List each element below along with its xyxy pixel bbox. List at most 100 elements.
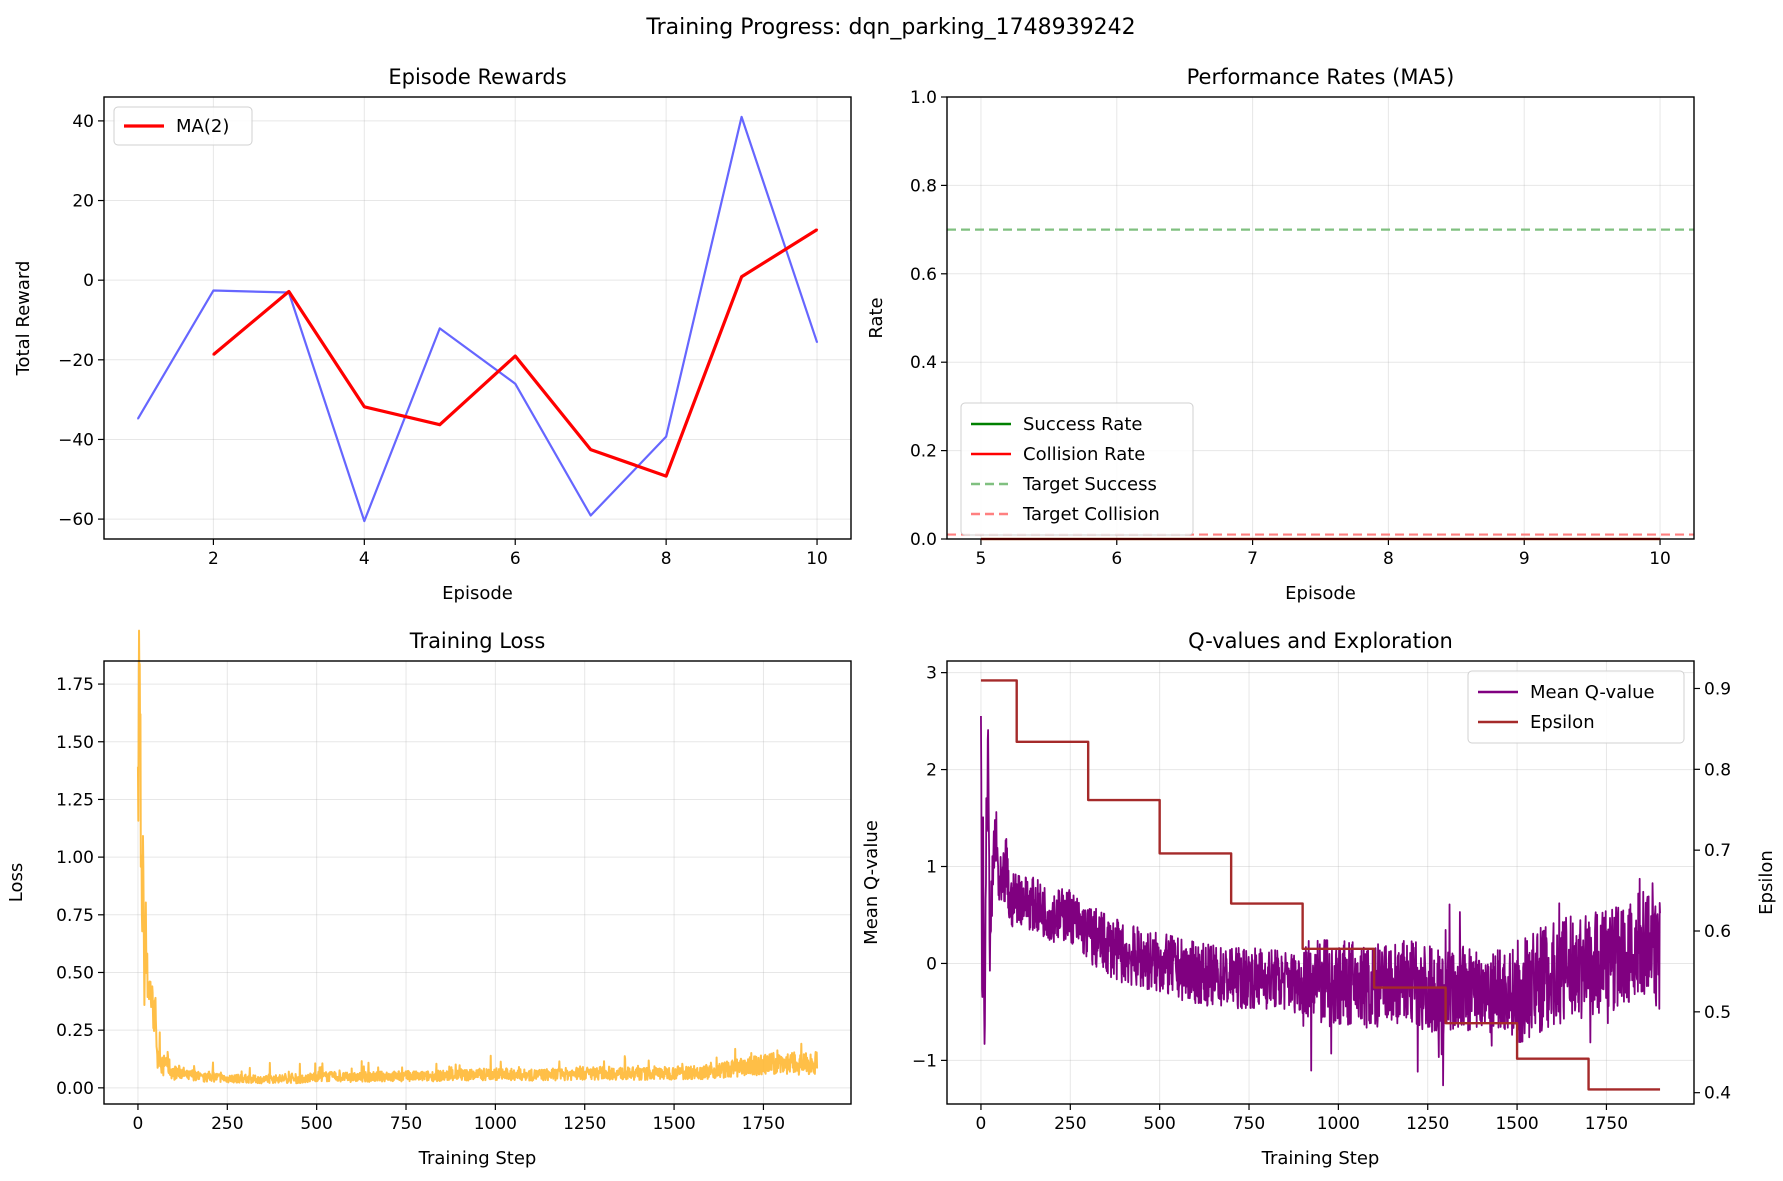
x-tick-label: 1500 <box>652 1114 695 1134</box>
panel-q-values: 0 250 500 750 1000 1250 1500 1750 −1 0 1 2 3 Q-values… <box>861 629 1777 1169</box>
panel-title: Performance Rates (MA5) <box>1187 65 1455 89</box>
figure-title: Training Progress: dqn_parking_174893924… <box>645 15 1135 40</box>
reward-point <box>363 520 366 522</box>
y-tick-label: 0.75 <box>56 906 94 926</box>
x-tick-label: 10 <box>806 549 828 569</box>
y-tick-label: −20 <box>58 351 94 371</box>
legend-label: Epsilon <box>1530 712 1595 733</box>
panel-episode-rewards: 2 4 6 8 10 −60 −40 −20 0 20 40 Episode Rewards Episo… <box>13 65 852 604</box>
x-tick-label: 1250 <box>1406 1114 1449 1134</box>
y2-tick-label: 0.7 <box>1704 841 1731 861</box>
x-tick-label: 1500 <box>1495 1114 1538 1134</box>
moving-average-point <box>287 290 290 293</box>
y-tick-label: −40 <box>58 430 94 450</box>
y-tick-label: 2 <box>926 761 937 781</box>
reward-point <box>589 514 592 517</box>
x-tick-label: 8 <box>1383 549 1394 569</box>
y-tick-label: 1.50 <box>56 733 94 753</box>
panel-training-loss: 0 250 500 750 1000 1250 1500 1750 0.00 0.25 0.50 0.… <box>6 629 852 1169</box>
panel-performance-rates: 5 6 7 8 9 10 0.0 0.2 0.4 0.6 0.8 1.0 Performance Rat… <box>866 65 1695 604</box>
reward-line <box>137 115 819 523</box>
reward-point <box>740 116 743 118</box>
moving-average-point <box>665 475 668 478</box>
panel-title: Episode Rewards <box>388 65 566 89</box>
reward-point <box>514 382 517 385</box>
y-tick-label: 20 <box>72 192 94 212</box>
moving-average-point <box>589 448 592 451</box>
y-tick-label: 0.4 <box>910 353 937 373</box>
x-tick-label: 9 <box>1519 549 1530 569</box>
y-axis-label: Total Reward <box>13 261 34 377</box>
y-tick-label: 1.0 <box>910 88 937 108</box>
x-tick-label: 2 <box>208 549 219 569</box>
y-tick-label: 3 <box>926 664 937 684</box>
mean-q-value-line <box>980 715 1661 1087</box>
plot-frame <box>946 660 1695 1105</box>
legend-label: MA(2) <box>176 116 229 137</box>
x-tick-label: 500 <box>300 1114 332 1134</box>
y-tick-label: 0.6 <box>910 265 937 285</box>
x-tick-label: 8 <box>661 549 672 569</box>
y-tick-label: 1.75 <box>56 675 94 695</box>
legend-label: Mean Q-value <box>1530 682 1655 703</box>
x-tick-label: 1750 <box>1585 1114 1628 1134</box>
legend-label: Success Rate <box>1023 414 1142 435</box>
y-axis-label: Mean Q-value <box>861 820 882 945</box>
y-tick-label: 0 <box>83 271 94 291</box>
y-axis-label: Rate <box>866 297 887 338</box>
x-axis-label: Training Step <box>418 1148 537 1169</box>
y-tick-label: −60 <box>58 510 94 530</box>
x-axis-label: Episode <box>442 583 513 604</box>
y-tick-label: 0.25 <box>56 1021 94 1041</box>
moving-average-point <box>740 275 743 278</box>
panel-title: Training Loss <box>409 629 546 653</box>
y2-axis-label: Epsilon <box>1756 850 1777 915</box>
y2-tick-label: 0.8 <box>1704 760 1731 780</box>
y2-tick-label: 0.9 <box>1704 679 1731 699</box>
x-tick-label: 4 <box>359 549 370 569</box>
plot-frame <box>103 96 852 540</box>
panel-title: Q-values and Exploration <box>1188 629 1453 653</box>
y-tick-label: 40 <box>72 112 94 132</box>
reward-point <box>212 289 215 292</box>
y2-tick-label: 0.6 <box>1704 922 1731 942</box>
x-tick-label: 0 <box>133 1114 144 1134</box>
x-axis-label: Episode <box>1285 583 1356 604</box>
reward-point <box>438 327 441 330</box>
legend-label: Target Success <box>1022 474 1157 495</box>
y-tick-label: 1 <box>926 858 937 878</box>
x-tick-label: 1000 <box>1317 1114 1360 1134</box>
x-tick-label: 6 <box>510 549 521 569</box>
x-tick-label: 6 <box>1111 549 1122 569</box>
x-tick-label: 1000 <box>474 1114 517 1134</box>
moving-average-point <box>363 405 366 408</box>
reward-point <box>816 341 818 344</box>
moving-average-point <box>212 353 215 356</box>
y-tick-label: 1.00 <box>56 848 94 868</box>
x-tick-label: 1250 <box>563 1114 606 1134</box>
y-tick-label: 0.8 <box>910 176 937 196</box>
moving-average-point <box>438 423 441 426</box>
y-axis-label: Loss <box>6 863 27 902</box>
y-tick-label: 0.00 <box>56 1079 94 1099</box>
loss-line <box>136 629 819 1085</box>
y-tick-label: 0.2 <box>910 442 937 462</box>
y-tick-label: 0 <box>926 954 937 974</box>
x-tick-label: 7 <box>1247 549 1258 569</box>
legend-label: Target Collision <box>1022 504 1160 525</box>
legend-box <box>113 106 253 146</box>
x-tick-label: 1750 <box>742 1114 785 1134</box>
x-tick-label: 750 <box>390 1114 422 1134</box>
x-tick-label: 10 <box>1649 549 1671 569</box>
reward-point <box>665 435 667 438</box>
y-tick-label: −1 <box>912 1051 937 1071</box>
y2-tick-label: 0.4 <box>1704 1084 1731 1104</box>
reward-point <box>137 417 139 420</box>
x-tick-label: 750 <box>1233 1114 1265 1134</box>
y-tick-label: 1.25 <box>56 790 94 810</box>
x-axis-label: Training Step <box>1261 1148 1380 1169</box>
y-tick-label: 0.0 <box>910 530 937 550</box>
x-tick-label: 500 <box>1143 1114 1175 1134</box>
moving-average-point <box>816 228 819 231</box>
